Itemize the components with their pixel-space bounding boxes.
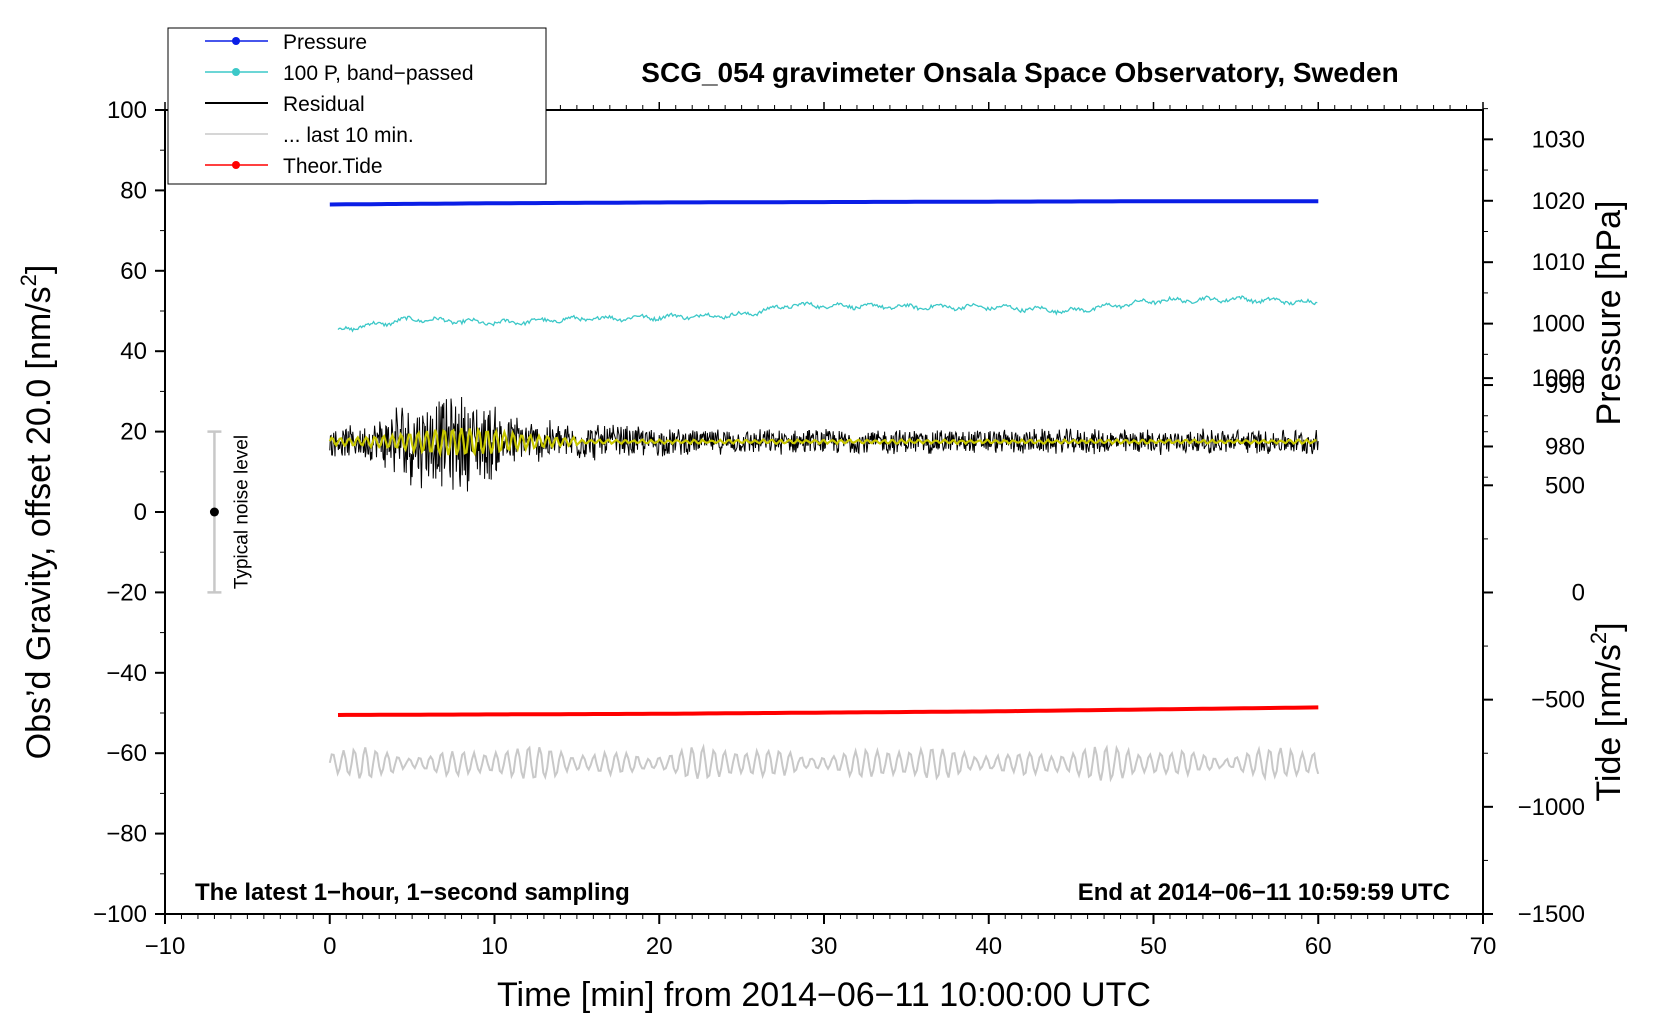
tide-axis-label: Tide [nm/s2] (1586, 622, 1628, 801)
y-tick-label: −60 (106, 740, 147, 767)
x-tick-label: 20 (646, 933, 673, 960)
y-tick-label: 60 (120, 258, 147, 285)
tide-tick-label: −1500 (1518, 901, 1585, 928)
pressure-tick-label: 990 (1545, 372, 1585, 399)
annotation-end-time: End at 2014−06−11 10:59:59 UTC (1078, 879, 1450, 906)
tide-tick-label: 500 (1545, 472, 1585, 499)
series-layer (328, 199, 1320, 783)
legend-label: Theor.Tide (283, 155, 383, 178)
tide-tick-label: −1000 (1518, 794, 1585, 821)
legend-swatch-dot (232, 37, 240, 45)
noise-bar-label: Typical noise level (231, 435, 252, 589)
tide-tick-label: 1000 (1532, 365, 1585, 392)
noise-level-indicator: Typical noise level (207, 430, 252, 594)
legend-label: Pressure (283, 31, 367, 54)
axis-ticks (155, 102, 1493, 924)
x-tick-label: 30 (811, 933, 838, 960)
pressure-axis-label: Pressure [hPa] (1590, 201, 1628, 426)
y-tick-label: −80 (106, 821, 147, 848)
x-tick-label: 70 (1470, 933, 1497, 960)
y-tick-label: 0 (134, 499, 147, 526)
y-tick-label: −100 (93, 901, 147, 928)
legend-label: 100 P, band−passed (283, 62, 474, 85)
tide-tick-label: 0 (1572, 579, 1585, 606)
chart-title: SCG_054 gravimeter Onsala Space Observat… (641, 57, 1398, 88)
tide-axis-label-close: ] (1590, 622, 1628, 631)
legend-item: 100 P, band−passed (205, 62, 474, 85)
y-tick-label: −20 (106, 579, 147, 606)
pressure-tick-label: 1010 (1532, 249, 1585, 276)
x-tick-label: 50 (1140, 933, 1167, 960)
y-tick-label: 80 (120, 177, 147, 204)
x-tick-label: 10 (481, 933, 508, 960)
legend-item: ... last 10 min. (205, 124, 414, 147)
y-axis-label: Obs’d Gravity, offset 20.0 [nm/s2] (16, 265, 58, 760)
legend-item: Pressure (205, 31, 367, 54)
series-residual (329, 396, 1319, 492)
pressure-tick-label: 980 (1545, 433, 1585, 460)
series-theor-tide (337, 705, 1319, 717)
legend: Pressure 100 P, band−passed Residual ... la… (167, 27, 547, 185)
legend-swatch-dot (232, 68, 240, 76)
series-pressure (329, 199, 1319, 207)
y-tick-label: 20 (120, 419, 147, 446)
legend-label: ... last 10 min. (283, 124, 414, 147)
series-residual-smoothed (328, 426, 1317, 458)
tide-tick-label: −500 (1531, 687, 1585, 714)
noise-bar-dot (209, 507, 219, 517)
legend-swatch-dot (232, 161, 240, 169)
series-band-passed (337, 295, 1318, 333)
x-tick-label: −10 (145, 933, 186, 960)
y-axis-label-text: Obs’d Gravity, offset 20.0 [nm/s (20, 286, 58, 759)
y-axis-label-close: ] (20, 265, 58, 274)
legend-item: Theor.Tide (205, 155, 383, 178)
pressure-tick-label: 1020 (1532, 188, 1585, 215)
tide-axis-label-sup: 2 (1586, 632, 1611, 644)
legend-label: Residual (283, 93, 365, 116)
series-last-10-min (328, 743, 1320, 783)
y-tick-label: 100 (107, 97, 147, 124)
annotation-sampling: The latest 1−hour, 1−second sampling (195, 879, 630, 906)
y-axis-label-sup: 2 (16, 274, 41, 286)
legend-box (167, 27, 547, 185)
pressure-tick-label: 1000 (1532, 311, 1585, 338)
x-tick-label: 60 (1305, 933, 1332, 960)
x-tick-label: 40 (975, 933, 1002, 960)
tide-axis-label-text: Tide [nm/s (1590, 644, 1628, 801)
x-tick-label: 0 (323, 933, 336, 960)
y-tick-label: 40 (120, 338, 147, 365)
y-tick-label: −40 (106, 660, 147, 687)
x-axis-label: Time [min] from 2014−06−11 10:00:00 UTC (497, 976, 1151, 1014)
pressure-tick-label: 1030 (1532, 126, 1585, 153)
tick-labels: −10 0 10 20 30 40 50 60 70−100−80−60−40−20020406… (93, 97, 1585, 960)
legend-item: Residual (205, 93, 365, 116)
plot-frame (164, 109, 1484, 915)
